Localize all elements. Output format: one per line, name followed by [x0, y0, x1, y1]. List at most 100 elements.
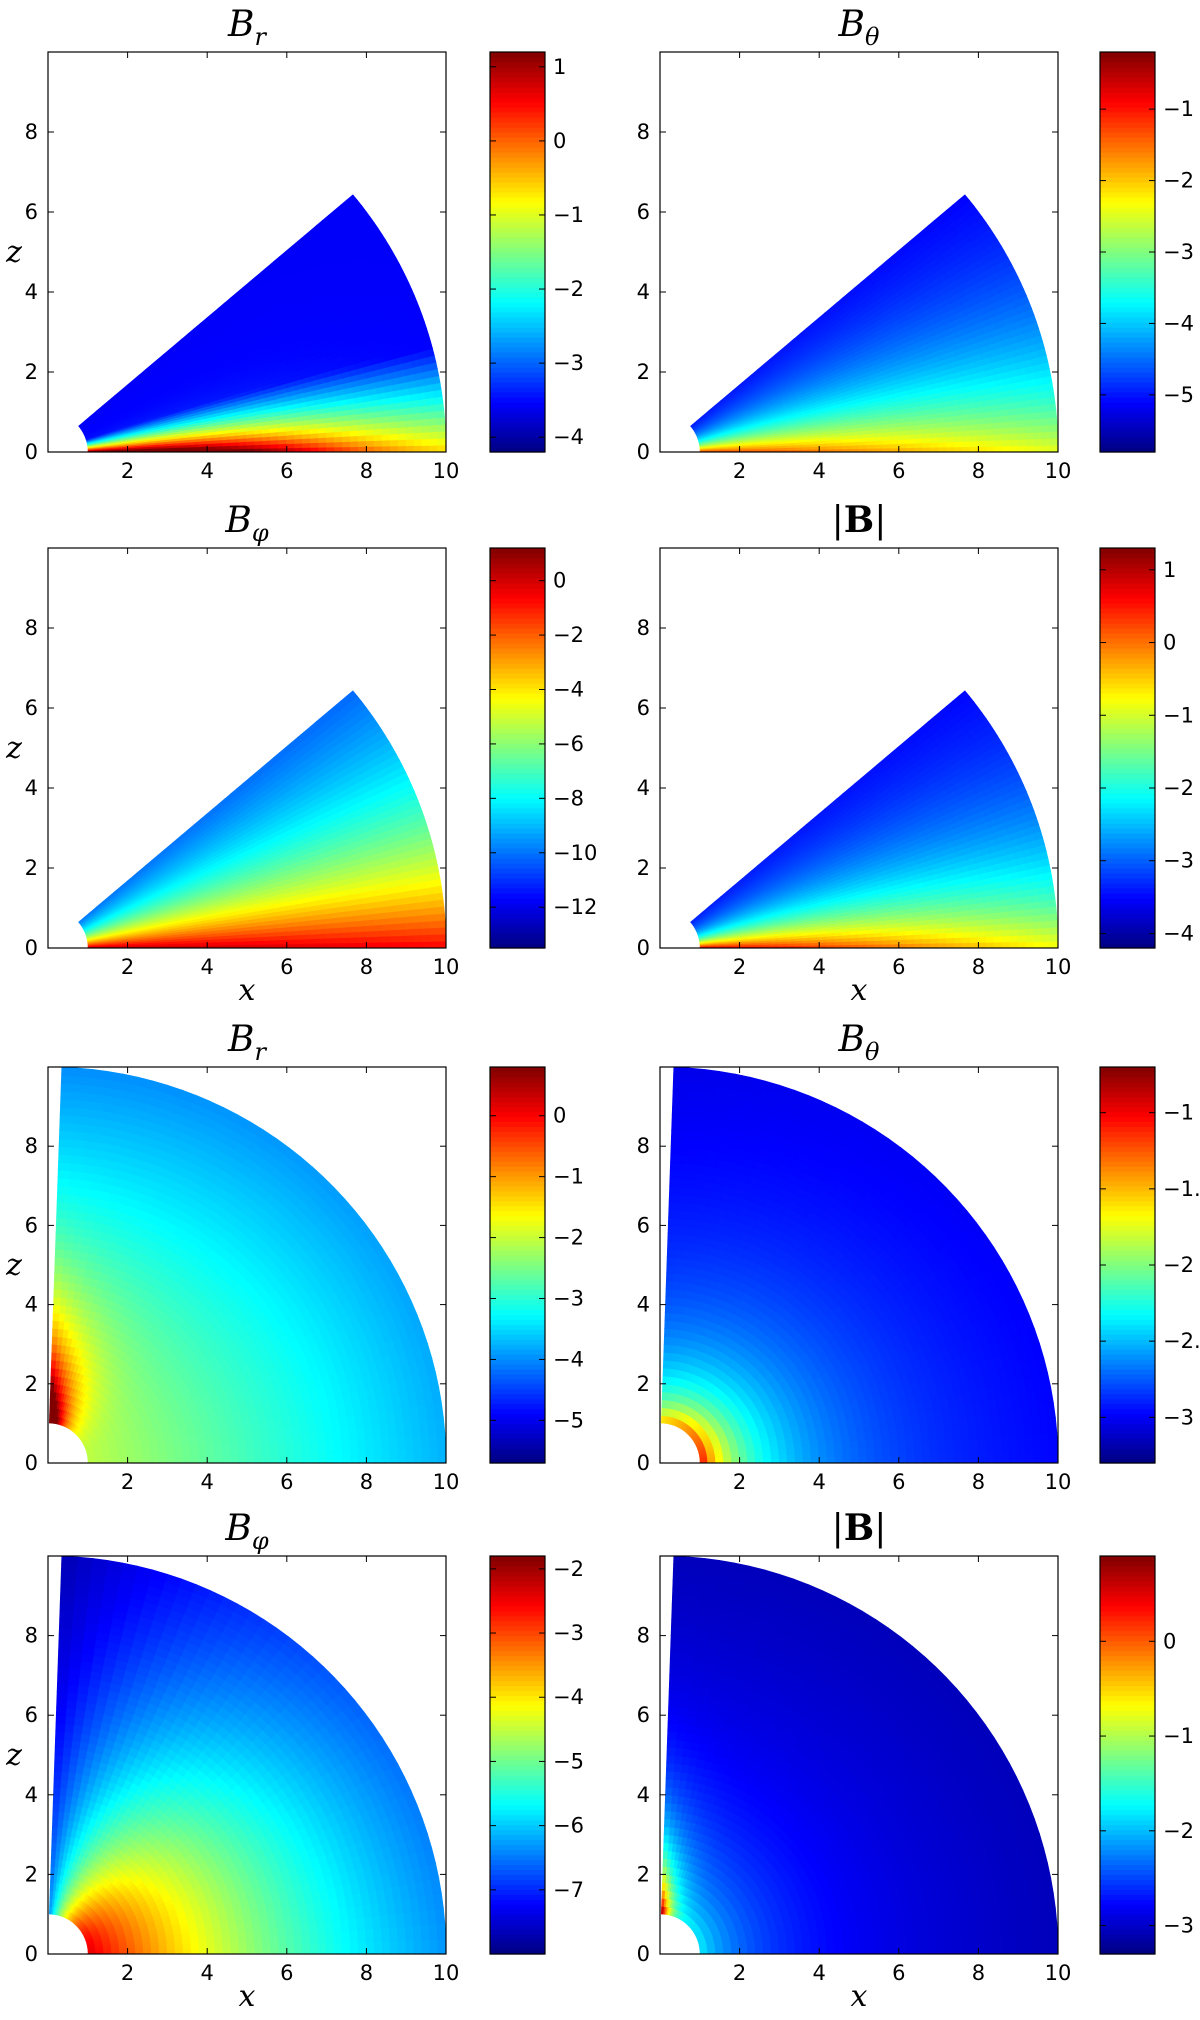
panel-title: Bφ [224, 1508, 268, 1555]
panel-6: 2 4 6 8 10 0 2 4 6 8 Bθ −1 −1.5 −2 −2.5 −3 [620, 1019, 1200, 1503]
panel-8: 2 4 6 8 10 0 2 4 6 8 |B| x 0 −1 −2 −3 [620, 1507, 1194, 2014]
y-tick-label: 2 [25, 1372, 38, 1396]
y-tick-label: 0 [637, 440, 650, 464]
panel-title: Br [227, 4, 267, 51]
y-tick-label: 4 [25, 1783, 38, 1807]
x-tick-label: 2 [121, 459, 134, 483]
x-tick-label: 4 [201, 1470, 214, 1494]
x-tick-label: 10 [433, 459, 460, 483]
y-tick-label: 6 [25, 200, 38, 224]
colorbar-tick-label: 0 [1163, 1629, 1176, 1653]
colorbar-tick-label: −2 [1163, 776, 1194, 800]
y-tick-label: 0 [637, 1942, 650, 1966]
colorbar: −2 −3 −4 −5 −6 −7 [489, 1555, 584, 1955]
x-tick-label: 6 [892, 955, 905, 979]
x-tick-label: 8 [972, 1470, 985, 1494]
colorbar-tick-label: −4 [1163, 311, 1194, 335]
panel-5: 2 4 6 8 10 0 2 4 6 8 Br z 0 −1 −2 −3 −4 −5 [5, 1019, 584, 1503]
x-tick-label: 8 [360, 1961, 373, 1985]
colorbar-tick-label: −7 [553, 1878, 584, 1902]
colorbar-tick-label: −2 [553, 1226, 584, 1250]
colorbar-tick-label: −4 [553, 1685, 584, 1709]
x-tick-label: 4 [813, 955, 826, 979]
y-tick-label: 2 [25, 360, 38, 384]
x-tick-label: 4 [813, 1961, 826, 1985]
y-tick-label: 2 [25, 856, 38, 880]
colorbar-tick-label: −1 [1163, 703, 1194, 727]
panel-title: Bφ [224, 500, 268, 547]
colorbar-tick-label: −1 [1163, 1724, 1194, 1748]
y-tick-label: 4 [25, 776, 38, 800]
axes-frame [659, 547, 1059, 949]
field-map [689, 690, 1059, 949]
field-map [77, 690, 447, 949]
x-tick-label: 2 [733, 1961, 746, 1985]
field-map [48, 1066, 447, 1464]
x-tick-label: 6 [280, 955, 293, 979]
axes-frame [659, 51, 1059, 453]
x-tick-label: 10 [433, 1470, 460, 1494]
y-tick-label: 0 [637, 1451, 650, 1475]
y-tick-label: 8 [637, 120, 650, 144]
colorbar-tick-label: −5 [1163, 383, 1194, 407]
y-tick-label: 4 [637, 1293, 650, 1317]
colorbar-tick-label: −4 [553, 1347, 584, 1371]
x-tick-label: 8 [360, 955, 373, 979]
x-tick-label: 6 [892, 459, 905, 483]
y-tick-label: 0 [25, 440, 38, 464]
y-tick-label: 0 [637, 936, 650, 960]
colorbar-tick-label: 0 [553, 569, 566, 593]
panel-title: |B| [832, 499, 887, 541]
x-tick-label: 10 [1045, 459, 1072, 483]
y-tick-label: 8 [25, 616, 38, 640]
y-tick-label: 4 [637, 776, 650, 800]
x-axis-label: x [851, 1979, 868, 2014]
x-tick-label: 6 [892, 1470, 905, 1494]
colorbar-tick-label: −3 [1163, 240, 1194, 264]
y-tick-label: 6 [25, 696, 38, 720]
x-tick-label: 6 [280, 1961, 293, 1985]
x-axis-label: x [239, 1979, 256, 2014]
panel-7: 2 4 6 8 10 0 2 4 6 8 Bφ z x −2 −3 −4 −5 −6 −7 [5, 1508, 584, 2014]
colorbar-tick-label: −12 [553, 895, 597, 919]
x-tick-label: 2 [121, 1961, 134, 1985]
y-tick-label: 8 [25, 120, 38, 144]
axes-frame [47, 1066, 447, 1464]
axes-frame [659, 1555, 1059, 1955]
y-axis-label: z [5, 1738, 22, 1773]
colorbar-tick-label: −1 [553, 1165, 584, 1189]
panel-3: 2 4 6 8 10 0 2 4 6 8 Bφ z x 0 −2 −4 −6 −8 −10 −12 [5, 500, 597, 1008]
x-tick-label: 4 [813, 459, 826, 483]
field-map [48, 1555, 447, 1955]
y-axis-label: z [5, 731, 22, 766]
y-tick-label: 8 [25, 1624, 38, 1648]
colorbar-frame [1099, 547, 1156, 949]
x-tick-label: 2 [121, 955, 134, 979]
y-tick-label: 0 [25, 936, 38, 960]
x-tick-label: 8 [972, 1961, 985, 1985]
y-tick-label: 4 [637, 1783, 650, 1807]
colorbar: −1 −2 −3 −4 −5 [1099, 51, 1194, 453]
colorbar-tick-label: −8 [553, 786, 584, 810]
y-tick-label: 6 [637, 1703, 650, 1727]
x-tick-label: 10 [1045, 1470, 1072, 1494]
colorbar-frame [489, 1555, 546, 1955]
colorbar-tick-label: 0 [553, 1104, 566, 1128]
x-tick-label: 4 [201, 955, 214, 979]
colorbar-tick-label: −6 [553, 732, 584, 756]
y-tick-label: 8 [637, 1134, 650, 1158]
colorbar-frame [1099, 1555, 1156, 1955]
x-tick-label: 6 [280, 1470, 293, 1494]
x-tick-label: 2 [733, 1470, 746, 1494]
y-axis-label: z [5, 1248, 22, 1283]
y-tick-label: 6 [637, 696, 650, 720]
y-tick-label: 6 [637, 200, 650, 224]
y-tick-label: 2 [637, 856, 650, 880]
axes-frame [47, 51, 447, 453]
colorbar: 1 0 −1 −2 −3 −4 [489, 51, 584, 453]
colorbar-tick-label: −1.5 [1163, 1177, 1200, 1201]
colorbar-tick-label: −1 [1163, 1101, 1194, 1125]
x-tick-label: 4 [813, 1470, 826, 1494]
